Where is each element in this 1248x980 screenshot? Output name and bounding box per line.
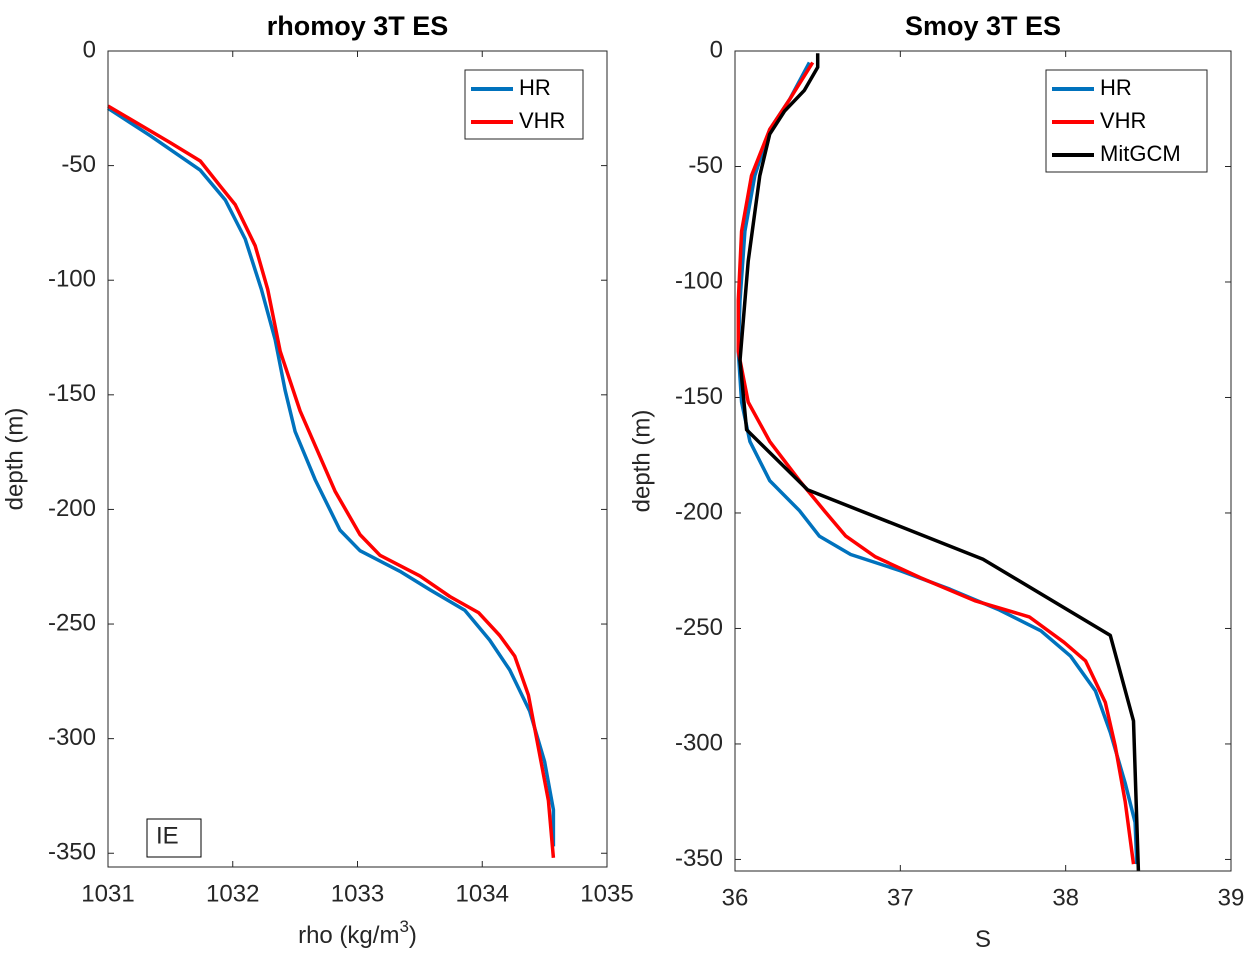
x-tick-label: 39 [1218,884,1245,911]
legend-label: HR [519,75,551,100]
x-axis-label: S [975,926,991,953]
chart-title: rhomoy 3T ES [267,11,449,41]
y-tick-label: -350 [675,845,723,872]
x-axis-label-part: S [975,926,991,953]
y-tick-label: 0 [83,36,96,63]
y-tick-label: -50 [688,152,723,179]
x-tick-label: 1032 [206,880,259,907]
line-series [107,104,556,858]
legend-box [464,69,584,140]
x-axis-label: rho (kg/m3) [298,917,417,949]
x-tick-label: 1035 [580,880,633,907]
line-series [738,53,1141,872]
axes-box [734,50,1232,872]
y-axis-label: depth (m) [628,410,655,513]
x-tick-label: 1033 [331,880,384,907]
y-tick-label: -250 [675,614,723,641]
x-tick-label: 37 [887,884,914,911]
y-tick-label: -200 [675,498,723,525]
y-tick-label: -200 [48,495,96,522]
x-tick-label: 38 [1052,884,1079,911]
annotation: IE [156,822,179,849]
line-series [736,61,1136,865]
chart-title: Smoy 3T ES [905,11,1061,41]
y-tick-label: -100 [48,266,96,293]
x-tick-label: 36 [722,884,749,911]
legend-label: VHR [1100,108,1146,133]
x-axis-label-part: ) [409,922,417,949]
y-tick-label: -100 [675,267,723,294]
y-tick-label: -150 [675,383,723,410]
axes-box [107,50,608,868]
y-tick-label: -350 [48,839,96,866]
y-tick-label: -300 [48,724,96,751]
line-series [107,106,556,847]
line-series [736,61,1139,865]
y-tick-label: -300 [675,729,723,756]
y-tick-label: -50 [61,151,96,178]
x-tick-label: 1031 [81,880,134,907]
x-axis-label-part: 3 [399,917,408,936]
x-tick-label: 1034 [456,880,509,907]
legend-label: VHR [519,108,565,133]
legend-label: MitGCM [1100,141,1181,166]
legend-label: HR [1100,75,1132,100]
annotation-box [146,818,202,858]
y-tick-label: 0 [710,36,723,63]
y-axis-label: depth (m) [1,408,28,511]
x-axis-label-part: rho (kg/m [298,922,399,949]
y-tick-label: -150 [48,380,96,407]
y-tick-label: -250 [48,609,96,636]
